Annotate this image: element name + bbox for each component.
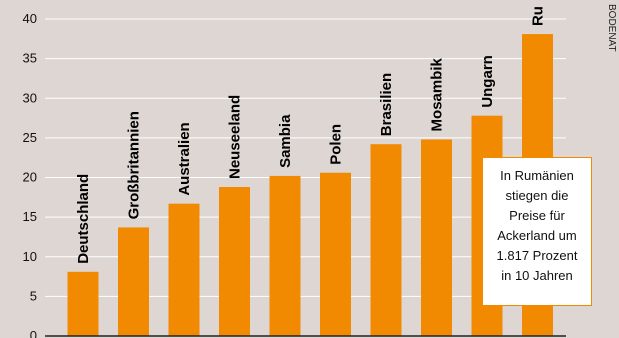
y-tick-label: 20 — [23, 170, 37, 185]
category-label: Polen — [328, 124, 345, 165]
category-label: Großbritannien — [126, 111, 143, 219]
y-tick-label: 30 — [23, 90, 37, 105]
bar — [320, 172, 351, 336]
bar — [168, 203, 200, 336]
bar — [421, 139, 452, 336]
y-tick-label: 10 — [23, 249, 37, 264]
category-label: Australien — [176, 122, 193, 195]
category-label: Ungarn — [479, 55, 496, 108]
bar — [370, 144, 402, 336]
annotation-box: In Rumänien stiegen die Preise für Acker… — [482, 157, 592, 306]
bar — [67, 271, 99, 336]
category-label: Sambia — [277, 114, 294, 168]
category-label: Deutschland — [75, 174, 92, 264]
category-label: Ru — [530, 6, 547, 26]
category-label: Mosambik — [429, 57, 446, 131]
y-tick-label: 25 — [23, 130, 37, 145]
bar — [269, 175, 301, 336]
category-label: Brasilien — [378, 73, 395, 136]
y-tick-label: 5 — [30, 288, 37, 303]
y-tick-label: 0 — [30, 328, 37, 338]
bar — [118, 227, 149, 336]
bar — [219, 187, 250, 336]
y-tick-label: 15 — [23, 209, 37, 224]
y-tick-label: 40 — [23, 11, 37, 26]
y-tick-label: 35 — [23, 51, 37, 66]
side-label: BODENAT — [606, 4, 617, 52]
category-label: Neuseeland — [227, 95, 244, 179]
category-labels: Deutschland Großbritannien Australien Neuse… — [75, 6, 547, 264]
y-axis-ticks: 0 5 10 15 20 25 30 35 40 — [23, 11, 37, 338]
